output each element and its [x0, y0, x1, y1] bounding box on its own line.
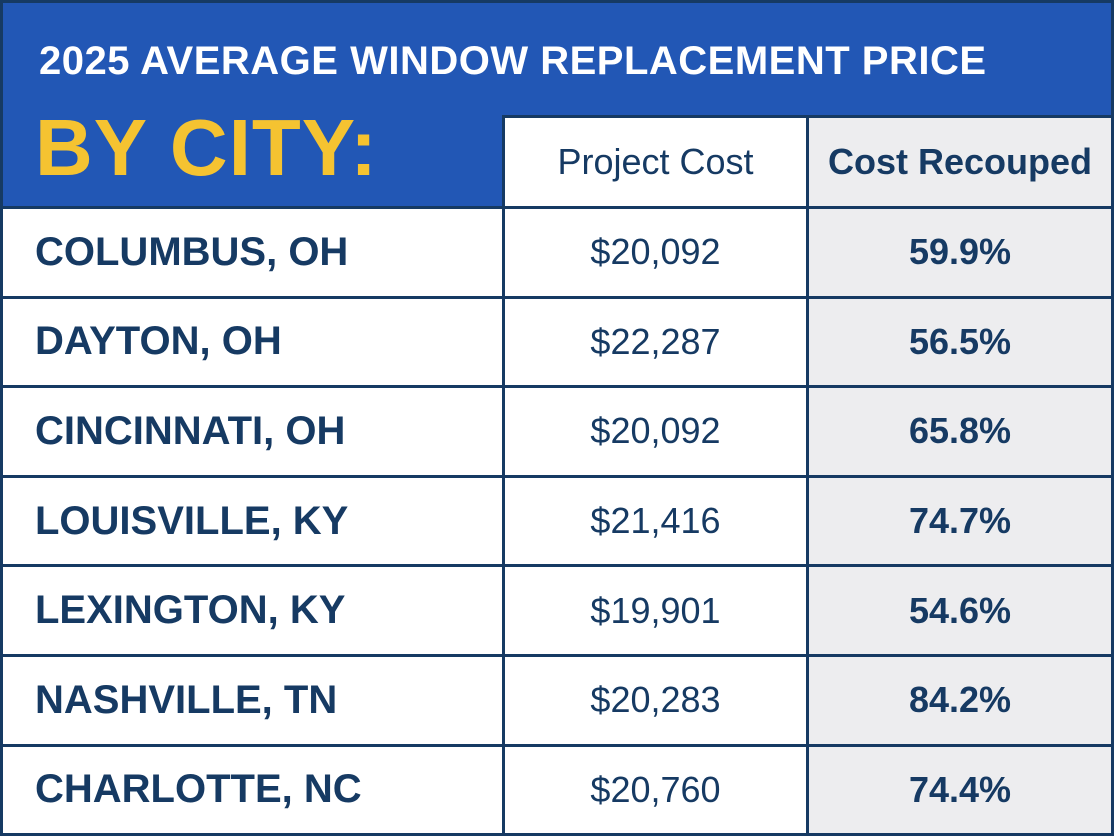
project-cost-cell: $19,901	[502, 564, 809, 657]
column-header-project-cost: Project Cost	[502, 115, 809, 209]
table-row: LOUISVILLE, KY $21,416 74.7%	[0, 474, 1114, 568]
table-row: DAYTON, OH $22,287 56.5%	[0, 295, 1114, 389]
table-row: CINCINNATI, OH $20,092 65.8%	[0, 385, 1114, 478]
table-row: NASHVILLE, TN $20,283 84.2%	[0, 653, 1114, 747]
project-cost-cell: $22,287	[502, 295, 809, 389]
project-cost-cell: $20,283	[502, 653, 809, 747]
city-cell: COLUMBUS, OH	[0, 206, 505, 299]
cost-recouped-cell: 56.5%	[806, 295, 1114, 389]
table-subtitle: BY CITY:	[35, 103, 378, 192]
project-cost-cell: $20,760	[502, 743, 809, 836]
column-header-cost-recouped: Cost Recouped	[806, 115, 1114, 209]
city-cell: LOUISVILLE, KY	[0, 474, 505, 568]
table-row: COLUMBUS, OH $20,092 59.9%	[0, 206, 1114, 299]
city-cell: LEXINGTON, KY	[0, 564, 505, 657]
cost-recouped-cell: 65.8%	[806, 385, 1114, 478]
city-cell: DAYTON, OH	[0, 295, 505, 389]
table-title: 2025 AVERAGE WINDOW REPLACEMENT PRICE	[39, 39, 987, 83]
project-cost-cell: $21,416	[502, 474, 809, 568]
cost-recouped-cell: 54.6%	[806, 564, 1114, 657]
cost-recouped-cell: 84.2%	[806, 653, 1114, 747]
project-cost-cell: $20,092	[502, 206, 809, 299]
city-cell: NASHVILLE, TN	[0, 653, 505, 747]
city-cell: CINCINNATI, OH	[0, 385, 505, 478]
table-row: CHARLOTTE, NC $20,760 74.4%	[0, 743, 1114, 836]
cost-recouped-cell: 74.4%	[806, 743, 1114, 836]
table-body: COLUMBUS, OH $20,092 59.9% DAYTON, OH $22,28…	[0, 206, 1114, 836]
table-row: LEXINGTON, KY $19,901 54.6%	[0, 564, 1114, 657]
cost-recouped-cell: 59.9%	[806, 206, 1114, 299]
city-cell: CHARLOTTE, NC	[0, 743, 505, 836]
cost-recouped-cell: 74.7%	[806, 474, 1114, 568]
project-cost-cell: $20,092	[502, 385, 809, 478]
